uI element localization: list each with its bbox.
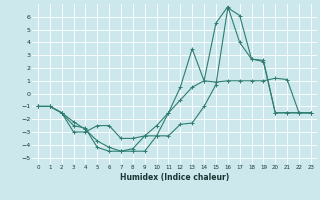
X-axis label: Humidex (Indice chaleur): Humidex (Indice chaleur) bbox=[120, 173, 229, 182]
